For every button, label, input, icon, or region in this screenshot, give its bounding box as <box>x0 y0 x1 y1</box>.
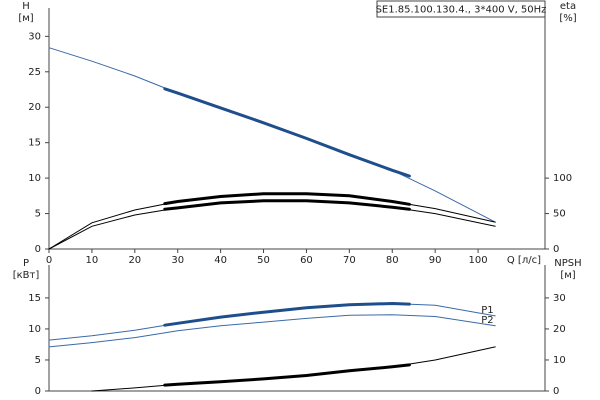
x-tick-label: 60 <box>300 255 313 266</box>
curve <box>48 47 496 223</box>
chart-title: SE1.85.100.130.4., 3*400 V, 50Hz <box>376 5 547 16</box>
y-tick-label: 30 <box>28 31 41 42</box>
y2-tick-label: 0 <box>553 244 559 255</box>
y2-tick-label: 0 <box>553 386 559 397</box>
y2-axis-label: eta <box>560 1 576 12</box>
y2-axis-unit: [%] <box>559 13 576 24</box>
y-tick-label: 5 <box>35 209 41 220</box>
y-tick-label: 5 <box>35 355 41 366</box>
axes <box>48 8 546 250</box>
x-tick-label: 50 <box>257 255 270 266</box>
y-tick-label: 10 <box>28 324 41 335</box>
y2-axis-unit: [м] <box>560 270 575 281</box>
curve-label: P2 <box>481 315 493 326</box>
y-tick-label: 25 <box>28 67 41 78</box>
y-axis-unit: [кВт] <box>13 270 40 281</box>
curve <box>48 314 496 348</box>
curve <box>163 192 411 206</box>
curve <box>163 199 411 211</box>
x-tick-label: 90 <box>429 255 442 266</box>
curve <box>163 87 411 178</box>
y-tick-label: 20 <box>28 102 41 113</box>
x-tick-label: 10 <box>86 255 99 266</box>
y-axis-unit: [м] <box>18 13 33 24</box>
y2-tick-label: 30 <box>553 293 566 304</box>
y-axis-label: P <box>23 258 29 269</box>
x-tick-label: 40 <box>214 255 227 266</box>
x-tick-label: 30 <box>171 255 184 266</box>
x-tick-label: 80 <box>386 255 399 266</box>
x-tick-label: 70 <box>343 255 356 266</box>
x-tick-label: 100 <box>469 255 488 266</box>
curve <box>91 346 496 392</box>
y-tick-label: 10 <box>28 173 41 184</box>
y-tick-label: 15 <box>28 293 41 304</box>
axes <box>48 265 546 392</box>
y2-axis-label: NPSH <box>554 258 581 269</box>
y-tick-label: 15 <box>28 138 41 149</box>
x-tick-label: 20 <box>128 255 141 266</box>
y-tick-label: 0 <box>35 244 41 255</box>
curve <box>163 301 411 327</box>
curve <box>48 200 496 250</box>
curve <box>163 363 411 387</box>
x-axis-label: Q [л/с] <box>507 255 541 266</box>
x-tick-label: 0 <box>46 255 52 266</box>
y-axis-label: H <box>22 1 30 12</box>
y2-tick-label: 20 <box>553 324 566 335</box>
curve-label: P1 <box>481 305 493 316</box>
y2-tick-label: 50 <box>553 209 566 220</box>
y2-tick-label: 10 <box>553 355 566 366</box>
y-tick-label: 0 <box>35 386 41 397</box>
y2-tick-label: 100 <box>553 173 572 184</box>
